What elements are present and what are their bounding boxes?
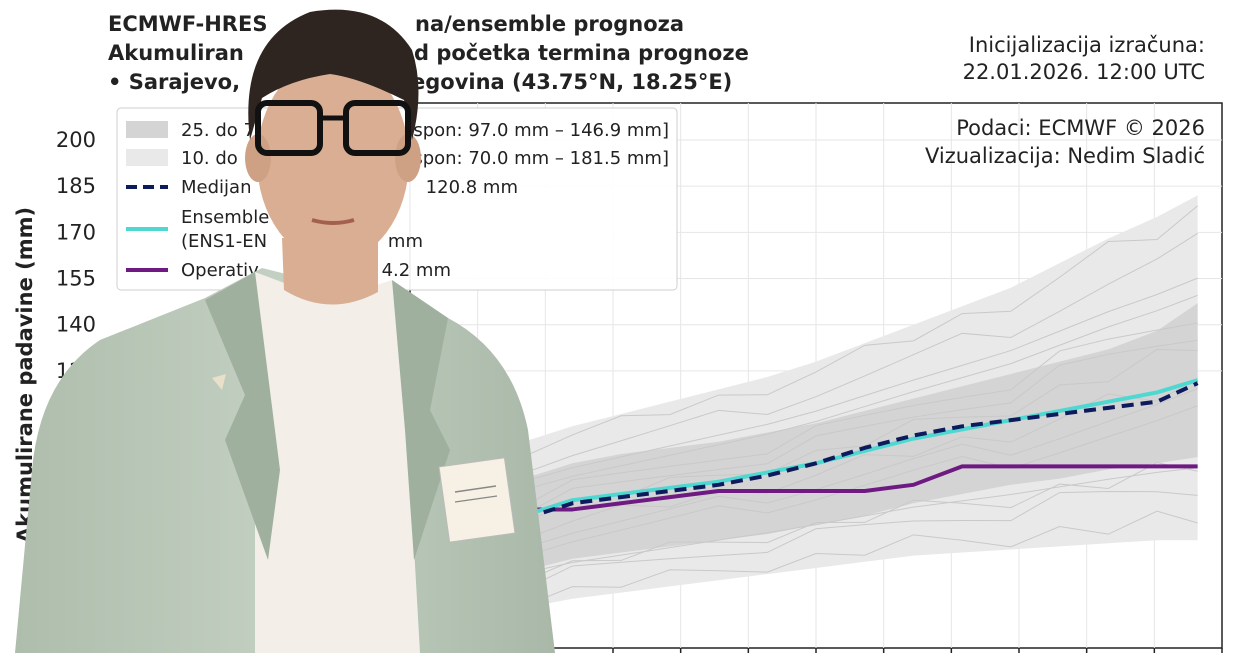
legend-band25-label: 25. do 7 xyxy=(181,120,255,141)
legend-ensemble-tail: mm xyxy=(388,231,423,252)
person-hair xyxy=(248,9,419,141)
person-ear-right xyxy=(395,134,421,182)
legend-operative-label: Operativ xyxy=(181,260,259,281)
init-value: 22.01.2026. 12:00 UTC xyxy=(963,60,1205,84)
chart-title-line1-tail: na/ensemble prognoza xyxy=(415,12,684,36)
name-badge xyxy=(438,457,516,543)
person-lapel-right xyxy=(392,280,450,560)
person-ear-left xyxy=(245,134,271,182)
lapel-pin-icon xyxy=(212,374,226,390)
legend-median-tail: 120.8 mm xyxy=(426,177,518,198)
legend-ensemble-label2: (ENS1-EN xyxy=(181,231,267,252)
chart-title-line2-tail: d početka termina prognoze xyxy=(414,41,749,65)
legend-swatch-band10 xyxy=(126,149,168,166)
person-photo xyxy=(15,9,555,653)
y-tick-label: 185 xyxy=(56,174,96,198)
person-shirt xyxy=(255,272,420,653)
y-tick-label: 140 xyxy=(56,313,96,337)
chart-title-line3: • Sarajevo, xyxy=(108,70,240,94)
y-tick-label: 155 xyxy=(56,267,96,291)
chart-title-line2: Akumuliran xyxy=(108,41,244,65)
person-lapel-left xyxy=(205,272,280,560)
y-tick-label: 200 xyxy=(56,128,96,152)
legend-band25-tail: spon: 97.0 mm – 146.9 mm] xyxy=(413,120,669,141)
legend-swatch-band25 xyxy=(126,121,168,138)
person-mouth xyxy=(311,218,355,225)
y-tick-label: 170 xyxy=(56,220,96,244)
legend-median-label: Medijan xyxy=(181,177,251,198)
legend-ensemble-label1: Ensemble xyxy=(181,207,269,228)
credit-viz: Vizualizacija: Nedim Sladić xyxy=(925,144,1205,168)
legend-band10-label: 10. do xyxy=(181,148,238,169)
legend-band10-tail: spon: 70.0 mm – 181.5 mm] xyxy=(413,148,669,169)
init-label: Inicijalizacija izračuna: xyxy=(969,33,1205,57)
person-face xyxy=(257,58,409,262)
chart-title-line1: ECMWF-HRES xyxy=(108,12,267,36)
credit-data: Podaci: ECMWF © 2026 xyxy=(956,116,1205,140)
glasses-icon xyxy=(255,100,411,156)
chart-title-line3-tail: egovina (43.75°N, 18.25°E) xyxy=(411,70,732,94)
legend-operative-tail: 4.2 mm xyxy=(382,260,451,281)
